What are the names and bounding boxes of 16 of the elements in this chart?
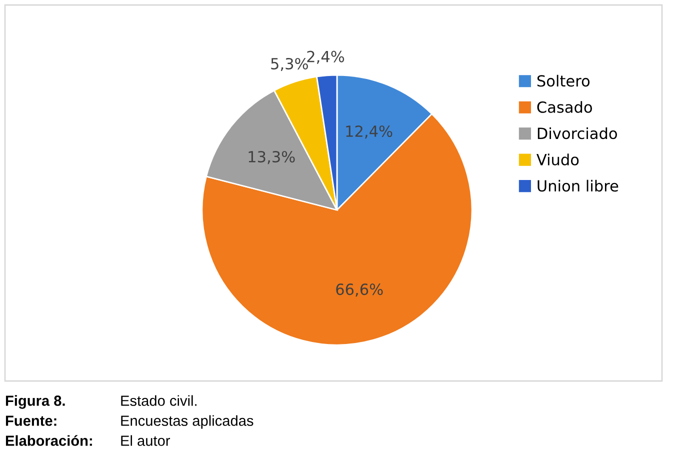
legend-label: Casado <box>537 101 592 113</box>
text: Encuestas aplicadas <box>121 415 254 429</box>
data-label: 12,4% <box>346 125 392 139</box>
source-note: Fuente: <box>6 416 56 426</box>
text: Figura 8. <box>6 395 65 409</box>
legend-label: Soltero <box>537 74 590 87</box>
data-label: 5,3% <box>271 58 308 72</box>
legend-label: Viudo <box>536 154 579 166</box>
data-label: 2,4% <box>307 50 344 64</box>
legend-label: Divorciado <box>538 127 617 140</box>
data-label: 13,3% <box>248 150 295 164</box>
text: Elaboración: <box>6 435 92 446</box>
text: Estado civil. <box>121 395 196 406</box>
text: El autor <box>121 435 170 446</box>
legend-label: Union libre <box>538 180 618 192</box>
data-label: 66,6% <box>336 284 383 297</box>
